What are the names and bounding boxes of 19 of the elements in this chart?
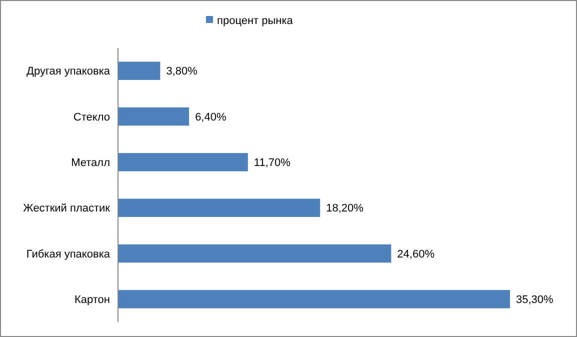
data-label: 18,20% — [326, 202, 364, 215]
data-label: 6,40% — [195, 111, 226, 124]
legend-label: процент рынка — [217, 14, 294, 27]
data-label: 11,70% — [254, 157, 291, 170]
data-label: 24,60% — [397, 248, 435, 260]
y-tick-label: Другая упаковка — [26, 66, 111, 78]
bar — [118, 244, 392, 263]
y-tick-label: Металл — [71, 157, 110, 170]
bar — [118, 290, 510, 308]
data-label: 35,30% — [516, 294, 554, 306]
bar — [118, 62, 160, 80]
y-tick-label: Картон — [74, 294, 110, 306]
bar — [118, 198, 320, 217]
y-tick-label: Стекло — [73, 111, 110, 124]
y-tick-label: Жесткий пластик — [23, 202, 110, 215]
data-label: 3,80% — [166, 66, 198, 78]
y-tick-label: Гибкая упаковка — [26, 248, 111, 260]
bar — [118, 153, 248, 172]
bar — [118, 107, 190, 126]
